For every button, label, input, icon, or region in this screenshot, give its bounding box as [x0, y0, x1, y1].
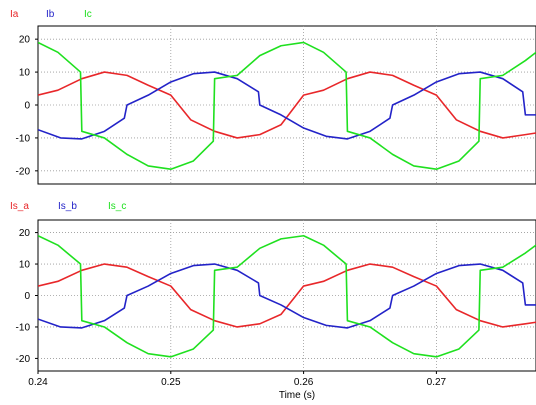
- legend-entry-ic: Ic: [84, 9, 92, 20]
- chart-panel-2: 20 10 0 -10 -20 0.24 0.25 0.26 0.27 Time (s) Is_a I…: [10, 201, 536, 401]
- series-line-is-a: [38, 263, 536, 328]
- x-tick-label: 0.26: [294, 377, 314, 388]
- y-tick-label: 0: [24, 101, 30, 112]
- y-tick-label: 10: [19, 68, 31, 79]
- chart-panel-1: 20 10 0 -10 -20 Ia Ib Ic: [10, 9, 536, 185]
- y-tick-label: 20: [19, 35, 31, 46]
- x-tick-label: 0.25: [161, 377, 181, 388]
- legend-entry-ia: Ia: [10, 9, 19, 20]
- x-tick-label: 0.27: [427, 377, 447, 388]
- x-tick-label: 0.24: [28, 377, 48, 388]
- legend-entry-is-a: Is_a: [10, 201, 29, 212]
- y-tick-label: -20: [16, 354, 31, 365]
- x-axis-label: Time (s): [279, 390, 315, 401]
- y-tick-label: 10: [19, 260, 31, 271]
- legend-entry-ib: Ib: [46, 9, 55, 20]
- series-line-ia: [38, 71, 536, 139]
- series-line-is-b: [38, 263, 536, 329]
- legend-entry-is-c: Is_c: [108, 201, 126, 212]
- legend-entry-is-b: Is_b: [58, 201, 77, 212]
- series-line-ib: [38, 71, 536, 140]
- y-tick-label: -20: [16, 166, 31, 177]
- y-tick-label: 20: [19, 228, 31, 239]
- series-line-is-c: [38, 234, 536, 358]
- series-line-ic: [38, 41, 536, 170]
- y-tick-label: 0: [24, 291, 30, 302]
- y-tick-label: -10: [16, 133, 31, 144]
- y-tick-label: -10: [16, 322, 31, 333]
